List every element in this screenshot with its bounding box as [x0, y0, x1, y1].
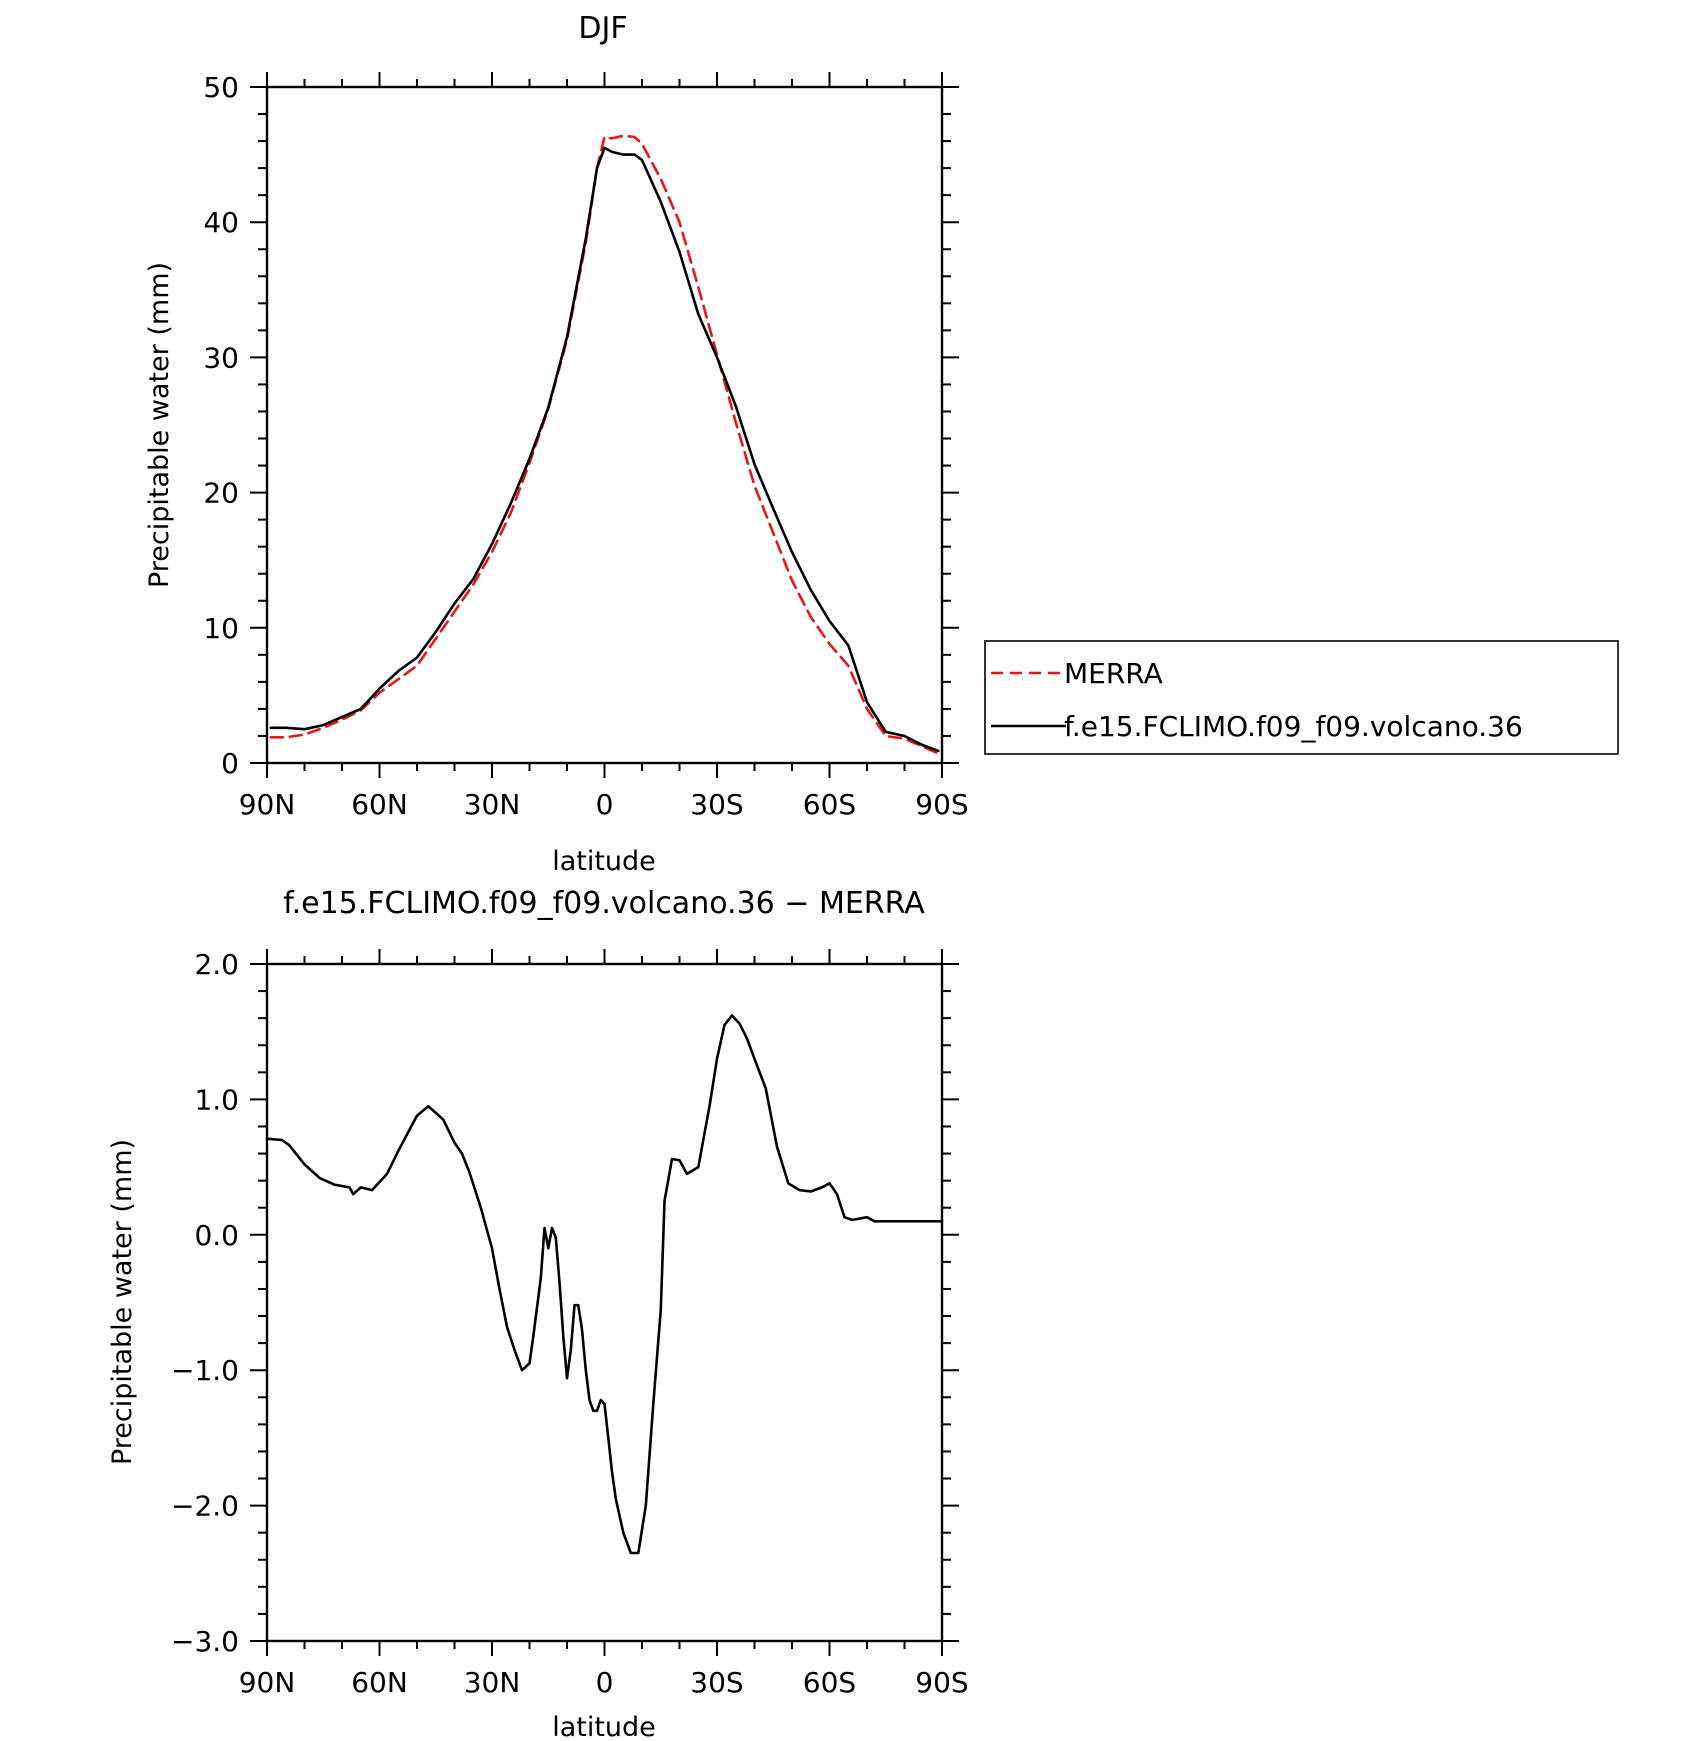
bottom-y-tick-label: 2.0 [194, 948, 239, 981]
top-chart-title: DJF [578, 11, 627, 46]
bottom-y-tick-labels: −3.0 −2.0 −1.0 0.0 1.0 2.0 [171, 948, 239, 1658]
legend: MERRA f.e15.FCLIMO.f09_f09.volcano.36 [984, 640, 1619, 755]
top-y-tick-label: 50 [203, 71, 239, 104]
bottom-chart-title: f.e15.FCLIMO.f09_f09.volcano.36 − MERRA [283, 886, 925, 921]
bottom-y-tick-label: −2.0 [171, 1490, 239, 1523]
top-plot-frame [265, 85, 944, 765]
top-ticks [250, 72, 959, 778]
bottom-x-tick-label: 0 [596, 1666, 614, 1699]
top-x-tick-label: 30N [464, 788, 521, 821]
top-y-tick-label: 40 [203, 206, 239, 239]
bottom-y-tick-label: −3.0 [171, 1625, 239, 1658]
bottom-y-tick-label: −1.0 [171, 1354, 239, 1387]
legend-model-label: f.e15.FCLIMO.f09_f09.volcano.36 [1064, 710, 1523, 743]
top-series-line-merra [269, 134, 940, 755]
top-series-layer [269, 134, 940, 755]
bottom-panel: f.e15.FCLIMO.f09_f09.volcano.36 − MERRA … [107, 886, 969, 1741]
top-y-tick-labels: 0 10 20 30 40 50 [203, 71, 239, 780]
bottom-y-tick-label: 0.0 [194, 1219, 239, 1252]
top-x-tick-labels: 90N 60N 30N 0 30S 60S 90S [239, 788, 969, 821]
top-y-tick-label: 30 [203, 341, 239, 374]
bottom-x-tick-label: 30S [690, 1666, 743, 1699]
bottom-x-tick-label: 90N [239, 1666, 296, 1699]
bottom-y-axis-label: Precipitable water (mm) [107, 1139, 138, 1465]
top-x-tick-label: 90N [239, 788, 296, 821]
top-x-tick-label: 60N [351, 788, 408, 821]
top-x-tick-label: 30S [690, 788, 743, 821]
top-x-tick-label: 60S [803, 788, 856, 821]
legend-merra-label: MERRA [1064, 657, 1163, 690]
top-y-tick-label: 10 [203, 612, 239, 645]
top-y-tick-label: 20 [203, 477, 239, 510]
top-x-tick-label: 0 [596, 788, 614, 821]
bottom-x-tick-label: 30N [464, 1666, 521, 1699]
bottom-ticks [250, 949, 959, 1656]
bottom-x-axis-label: latitude [552, 1712, 656, 1741]
top-series-line-model [269, 146, 940, 753]
bottom-y-tick-label: 1.0 [194, 1083, 239, 1116]
top-panel: DJF 0 10 20 30 40 50 90N 60N 30N 0 30S 60S 90S lati… [144, 11, 1619, 877]
top-x-axis-label: latitude [552, 846, 656, 877]
bottom-x-tick-label: 60N [351, 1666, 408, 1699]
bottom-series-line-model [265, 1014, 944, 1555]
bottom-plot-frame [265, 962, 944, 1643]
top-y-axis-label: Precipitable water (mm) [144, 262, 175, 588]
bottom-x-tick-labels: 90N 60N 30N 0 30S 60S 90S [239, 1666, 969, 1699]
top-y-tick-label: 0 [221, 747, 239, 780]
bottom-x-tick-label: 90S [915, 1666, 968, 1699]
bottom-series-layer [265, 1014, 944, 1555]
bottom-x-tick-label: 60S [803, 1666, 856, 1699]
legend-box [984, 640, 1619, 755]
top-x-tick-label: 90S [915, 788, 968, 821]
